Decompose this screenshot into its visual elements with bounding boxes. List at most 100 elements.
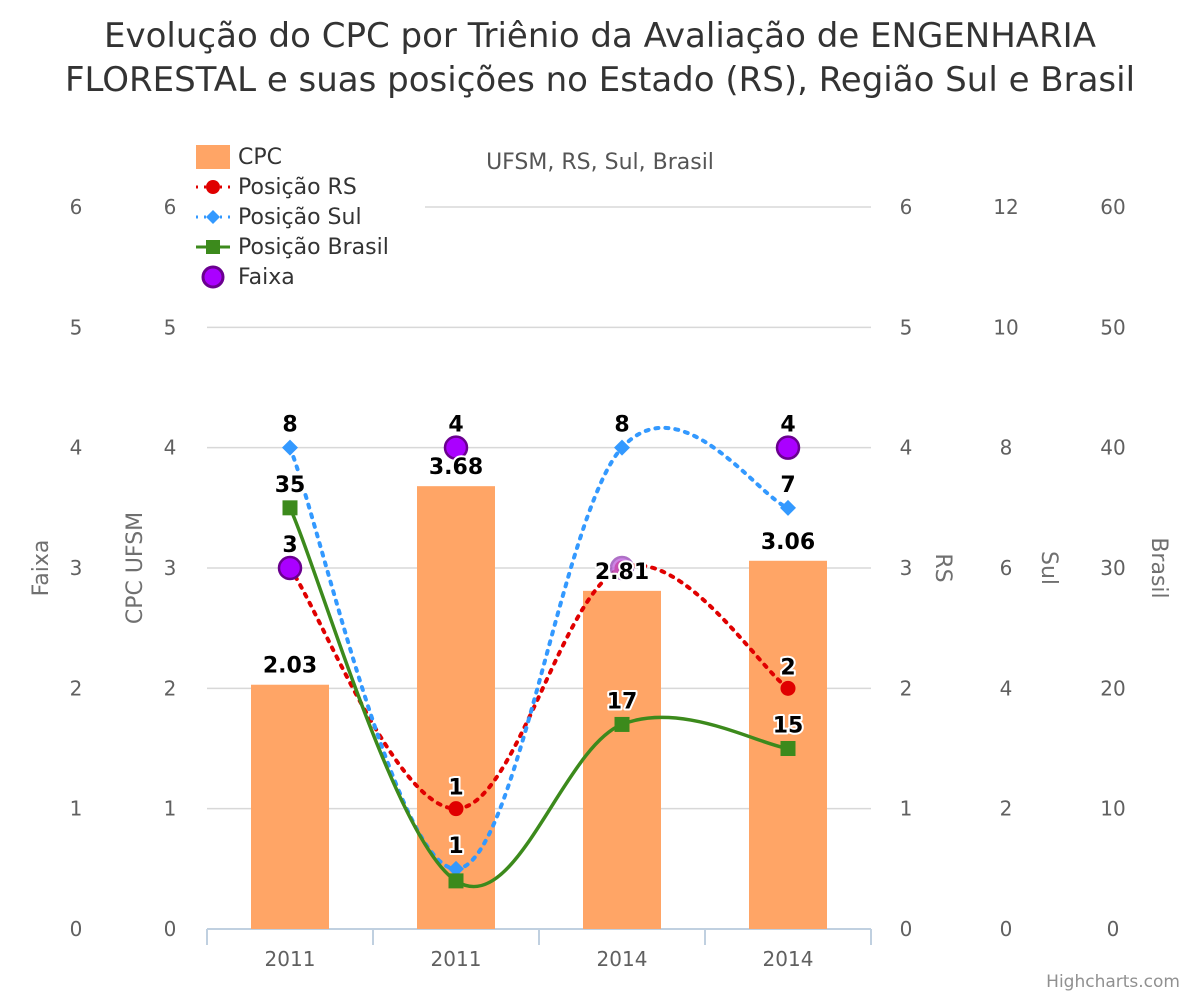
marker-posicao-rs[interactable] [448, 801, 464, 817]
data-label: 2.81 [595, 560, 649, 585]
axis-tick-label: 60 [1100, 195, 1125, 219]
marker-posicao-sul[interactable] [780, 499, 796, 516]
cpc-bar[interactable] [417, 486, 495, 929]
axis-tick-label: 5 [70, 315, 83, 339]
legend-item-posicao-brasil[interactable]: Posição Brasil [196, 232, 389, 262]
marker-posicao-sul[interactable] [282, 439, 298, 456]
axis-tick-label: 0 [70, 917, 83, 941]
legend-item-posicao-sul[interactable]: Posição Sul [196, 202, 389, 232]
axis-tick-label: 10 [1100, 797, 1125, 821]
legend-symbol-posicao-rs [196, 180, 230, 194]
axis-title: RS [930, 553, 955, 582]
marker-faixa[interactable] [277, 555, 303, 581]
marker-posicao-brasil[interactable] [448, 873, 464, 889]
axis-sul: 0 2 4 6 8 10 12 Sul [993, 195, 1061, 941]
axis-tick-label: 4 [1000, 676, 1013, 700]
axis-tick-label: 2 [1000, 797, 1013, 821]
series-line-posi-o-brasil [288, 507, 789, 889]
legend-item-cpc[interactable]: CPC [196, 142, 389, 172]
axis-tick-label: 3 [900, 556, 913, 580]
legend-symbol-posicao-brasil [196, 240, 230, 254]
axis-tick-label: 6 [70, 195, 83, 219]
axis-title: CPC UFSM [123, 512, 148, 624]
marker-posicao-brasil[interactable] [780, 741, 796, 756]
legend-symbol-posicao-sul [196, 210, 230, 224]
axis-title: Sul [1036, 551, 1061, 585]
axis-cpc: 0 1 2 3 4 5 6 CPC UFSM [123, 195, 176, 941]
data-label: 8 [282, 413, 297, 438]
data-label: 3 [282, 533, 297, 558]
data-label: 3.68 [429, 455, 483, 480]
axis-title: Brasil [1146, 537, 1171, 598]
series-line-posi-o-sul [288, 425, 790, 871]
x-tick-label: 2011 [265, 947, 316, 971]
marker-faixa[interactable] [443, 435, 469, 460]
legend-label-posicao-rs: Posição RS [238, 174, 357, 200]
axis-tick-label: 1 [70, 797, 83, 821]
axis-tick-label: 6 [900, 195, 913, 219]
marker-posicao-rs[interactable] [780, 680, 796, 696]
axis-tick-label: 20 [1100, 676, 1125, 700]
position-lines [288, 425, 790, 889]
marker-posicao-brasil[interactable] [282, 500, 298, 516]
cpc-bar[interactable] [583, 590, 661, 929]
axis-tick-label: 3 [164, 556, 177, 580]
data-label: 2.03 [263, 654, 317, 679]
data-label: 1 [448, 776, 463, 801]
axis-tick-label: 0 [164, 917, 177, 941]
legend-symbol-faixa [201, 265, 225, 289]
axis-brasil: 0 10 20 30 40 50 60 Brasil [1100, 195, 1171, 941]
legend-label-cpc: CPC [238, 144, 282, 170]
axis-tick-label: 2 [900, 676, 913, 700]
axis-tick-label: 1 [164, 797, 177, 821]
data-label: 4 [780, 413, 795, 438]
series-line-posi-o-rs [288, 563, 790, 811]
marker-posicao-brasil[interactable] [614, 716, 630, 732]
data-label: 15 [773, 714, 804, 739]
legend-label-posicao-sul: Posição Sul [238, 204, 362, 230]
axis-tick-label: 4 [164, 436, 177, 460]
marker-faixa[interactable] [775, 435, 801, 460]
axis-tick-label: 6 [164, 195, 177, 219]
data-label: 7 [780, 473, 795, 498]
data-label: 17 [607, 689, 638, 714]
data-label: 2 [780, 655, 795, 680]
credits-link[interactable]: Highcharts.com [1046, 972, 1180, 992]
axis-tick-label: 1 [900, 797, 913, 821]
axis-tick-label: 4 [70, 436, 83, 460]
axis-tick-label: 0 [1107, 917, 1120, 941]
legend-item-posicao-rs[interactable]: Posição RS [196, 172, 389, 202]
marker-posicao-sul[interactable] [448, 860, 464, 877]
chart-subtitle: UFSM, RS, Sul, Brasil [486, 150, 714, 175]
axis-tick-label: 40 [1100, 436, 1125, 460]
data-label: 35 [275, 473, 306, 498]
marker-faixa[interactable] [609, 555, 635, 581]
data-label: 8 [614, 413, 629, 438]
data-label: 1 [448, 834, 463, 859]
axis-tick-label: 3 [70, 556, 83, 580]
axis-faixa: 0 1 2 3 4 5 6 Faixa [29, 195, 82, 941]
legend-label-posicao-brasil: Posição Brasil [238, 234, 389, 260]
legend-item-faixa[interactable]: Faixa [196, 262, 389, 292]
marker-posicao-sul[interactable] [614, 439, 630, 456]
data-label: 4 [448, 413, 463, 438]
axis-tick-label: 0 [1000, 917, 1013, 941]
axis-title: Faixa [29, 540, 54, 597]
legend-label-faixa: Faixa [238, 264, 295, 290]
axis-tick-label: 30 [1100, 556, 1125, 580]
axis-tick-label: 10 [993, 315, 1018, 339]
series-markers [277, 435, 801, 889]
x-tick-label: 2014 [763, 947, 814, 971]
axis-tick-label: 12 [993, 195, 1018, 219]
data-labels: 2.03 3.68 2.81 3.06 1 2 8 1 8 7 35 17 15 3 4 4 [261, 411, 817, 861]
x-tick-label: 2014 [597, 947, 648, 971]
axis-tick-label: 6 [1000, 556, 1013, 580]
legend: CPC Posição RS Posição Sul Posição Brasi… [196, 142, 389, 292]
axis-tick-label: 2 [70, 676, 83, 700]
axis-tick-label: 0 [900, 917, 913, 941]
axis-tick-label: 50 [1100, 315, 1125, 339]
x-axis: 2011 2011 2014 2014 [206, 928, 872, 971]
cpc-bar[interactable] [251, 684, 329, 929]
cpc-bars [251, 486, 827, 929]
